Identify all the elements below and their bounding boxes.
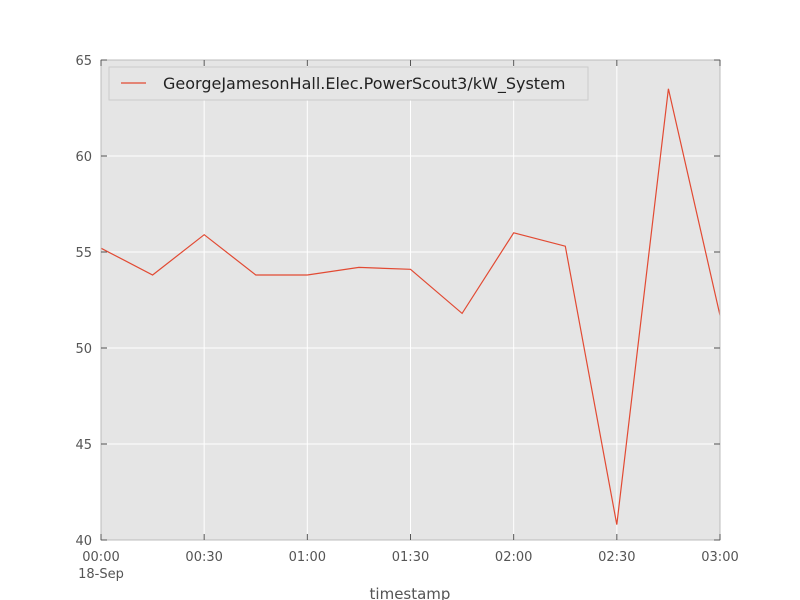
x-tick-label: 01:30	[392, 550, 429, 565]
y-tick-label: 40	[75, 534, 92, 549]
y-tick-label: 45	[75, 438, 92, 453]
series-line	[100, 88, 721, 525]
y-tick-label: 50	[75, 342, 92, 357]
legend-label: GeorgeJamesonHall.Elec.PowerScout3/kW_Sy…	[163, 74, 566, 94]
axis-ticks	[100, 59, 721, 541]
x-axis-title: timestamp	[370, 585, 451, 600]
x-tick-label: 03:00	[701, 550, 738, 565]
x-axis-date-label: 18-Sep	[78, 567, 124, 582]
x-tick-label: 00:00	[82, 550, 119, 565]
legend-box	[108, 66, 589, 101]
x-tick-label: 02:30	[598, 550, 635, 565]
y-tick-label: 60	[75, 150, 92, 165]
x-tick-label: 01:00	[289, 550, 326, 565]
x-tick-label: 00:30	[185, 550, 222, 565]
series-layer	[100, 88, 721, 525]
tick-labels: 40 45 50 55 60 65 00:00 00:30 01:00 01:30 02:00 02:…	[75, 54, 738, 565]
y-tick-label: 55	[75, 246, 92, 261]
y-tick-label: 65	[75, 54, 92, 69]
x-tick-label: 02:00	[495, 550, 532, 565]
legend: GeorgeJamesonHall.Elec.PowerScout3/kW_Sy…	[108, 66, 589, 101]
grid-lines	[100, 59, 721, 541]
